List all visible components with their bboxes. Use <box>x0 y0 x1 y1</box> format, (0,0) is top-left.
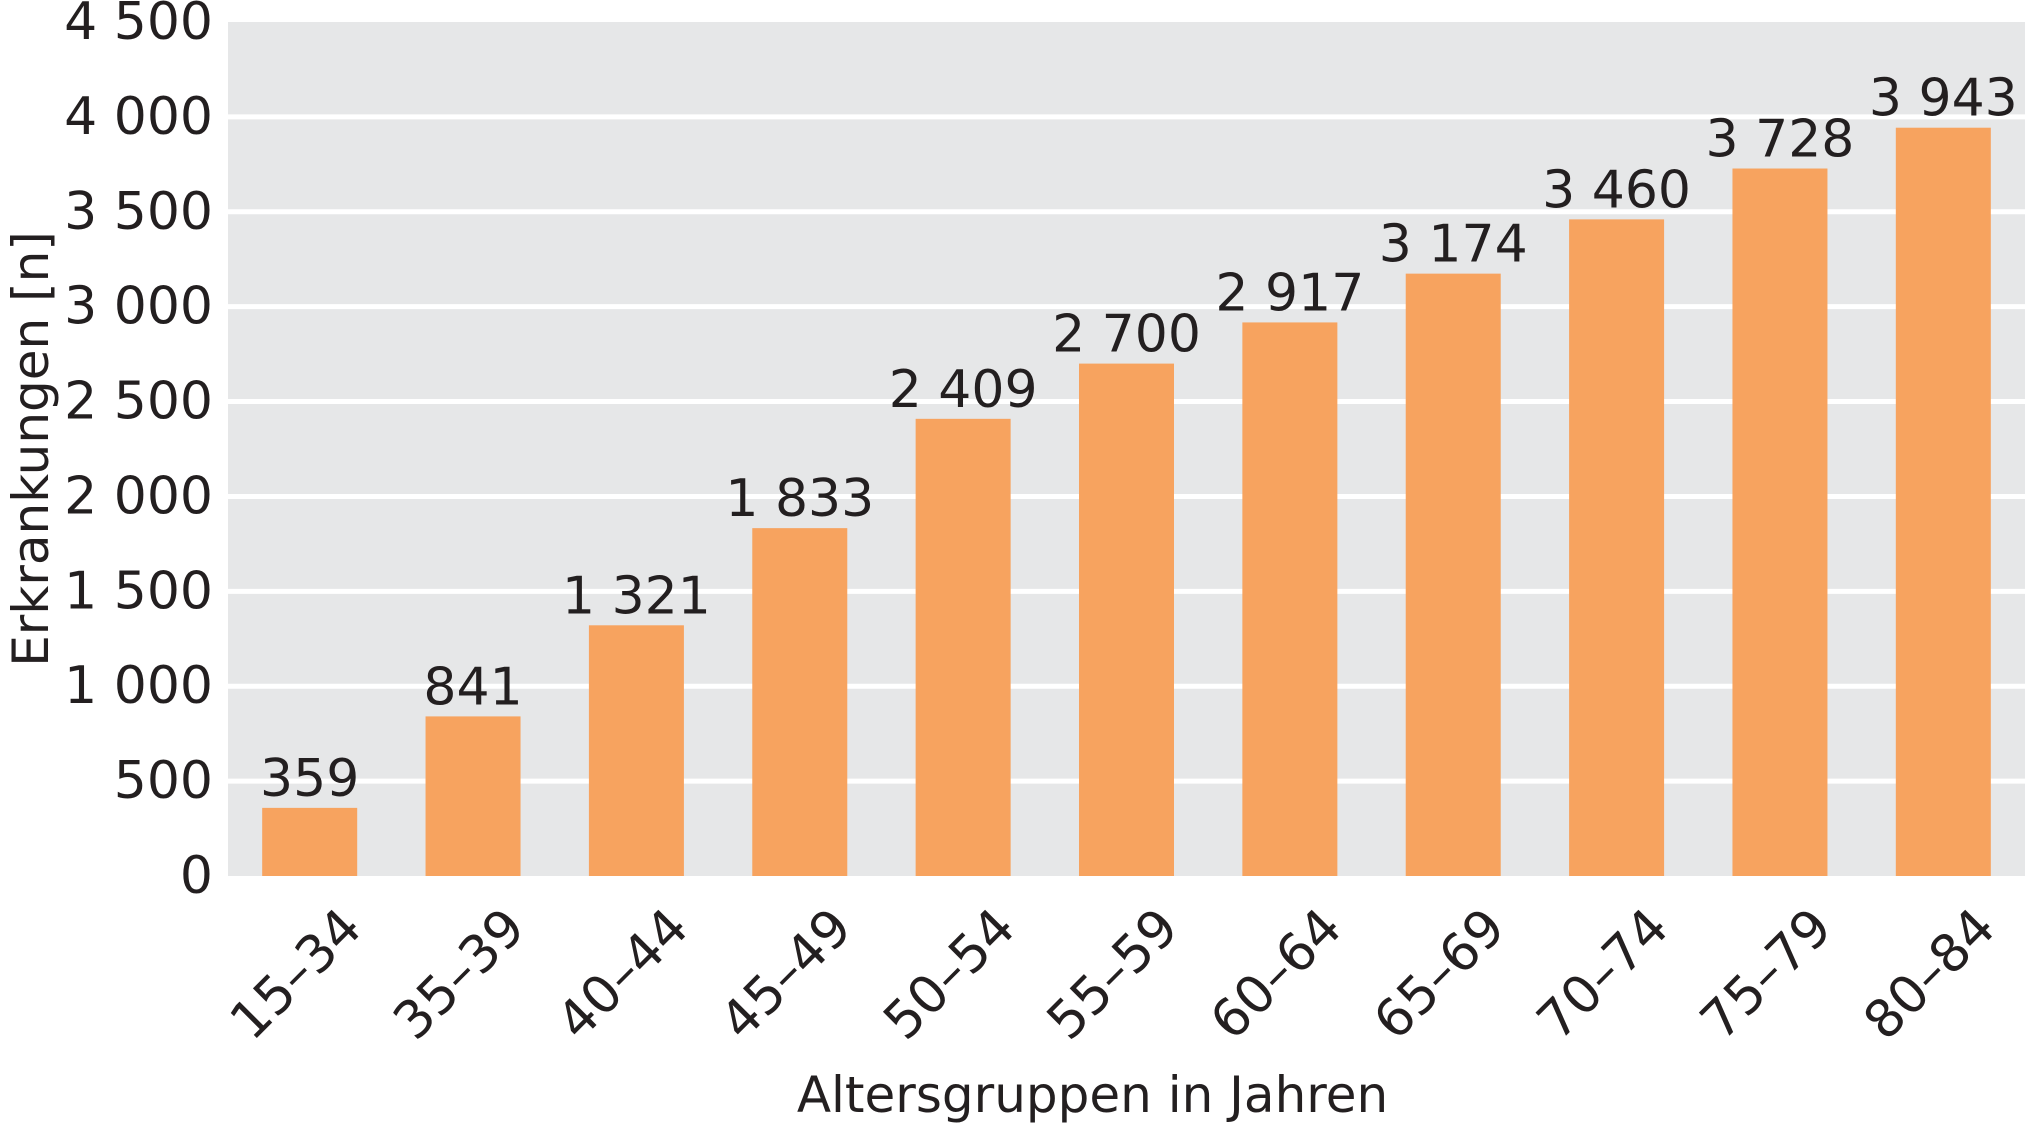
bar-value-label: 3 460 <box>1542 160 1691 220</box>
x-axis-title: Altersgruppen in Jahren <box>797 1066 1388 1124</box>
x-axis-ticks: 15–34 35–39 40–44 45–49 50–54 55–59 60–64 65–69… <box>219 897 2007 1051</box>
bar <box>262 807 358 876</box>
x-tick-label: 45–49 <box>709 897 863 1051</box>
bar-value-label: 3 943 <box>1869 69 2018 129</box>
bar-value-label: 359 <box>260 749 359 809</box>
x-tick-label: 15–34 <box>219 897 373 1051</box>
bar <box>588 625 684 876</box>
x-tick-label: 40–44 <box>546 897 700 1051</box>
x-tick-label: 60–64 <box>1199 897 1353 1051</box>
bar-value-label: 1 833 <box>725 469 874 529</box>
bar-value-label: 3 728 <box>1706 110 1855 170</box>
bar <box>1569 219 1665 876</box>
y-tick-label: 0 <box>180 846 213 906</box>
y-tick-label: 500 <box>114 751 213 811</box>
x-tick-label: 65–69 <box>1363 897 1517 1051</box>
bar-value-label: 2 917 <box>1215 263 1364 323</box>
y-tick-label: 3 500 <box>64 182 213 242</box>
bar-value-label: 1 321 <box>562 566 711 626</box>
y-tick-label: 1 500 <box>64 561 213 621</box>
bar <box>915 418 1011 876</box>
bar-value-label: 841 <box>423 657 522 717</box>
y-axis-title: Erkrankungen [n] <box>2 231 60 667</box>
bar <box>1732 168 1828 877</box>
bar <box>1079 363 1174 877</box>
x-tick-label: 80–84 <box>1853 897 2007 1051</box>
bar <box>1895 127 1991 876</box>
bar-value-label: 2 409 <box>889 360 1038 420</box>
y-axis-ticks: 0 500 1 000 1 500 2 000 2 500 3 000 3 500 4 000 4… <box>64 0 213 906</box>
bar-value-label: 3 174 <box>1379 215 1528 275</box>
y-tick-label: 2 500 <box>64 372 213 432</box>
bars <box>262 127 1991 877</box>
x-tick-label: 70–74 <box>1526 897 1680 1051</box>
bar <box>1405 273 1501 876</box>
x-tick-label: 55–59 <box>1036 897 1190 1051</box>
bar <box>752 528 848 876</box>
y-tick-label: 2 000 <box>64 466 213 526</box>
y-tick-label: 4 000 <box>64 87 213 147</box>
y-tick-label: 3 000 <box>64 277 213 337</box>
bar-value-label: 2 700 <box>1052 305 1201 365</box>
y-tick-label: 1 000 <box>64 656 213 716</box>
x-tick-label: 75–79 <box>1689 897 1843 1051</box>
bar <box>1242 322 1338 876</box>
bar <box>425 716 521 876</box>
x-tick-label: 50–54 <box>873 897 1027 1051</box>
x-tick-label: 35–39 <box>382 897 536 1051</box>
y-tick-label: 4 500 <box>64 0 213 52</box>
